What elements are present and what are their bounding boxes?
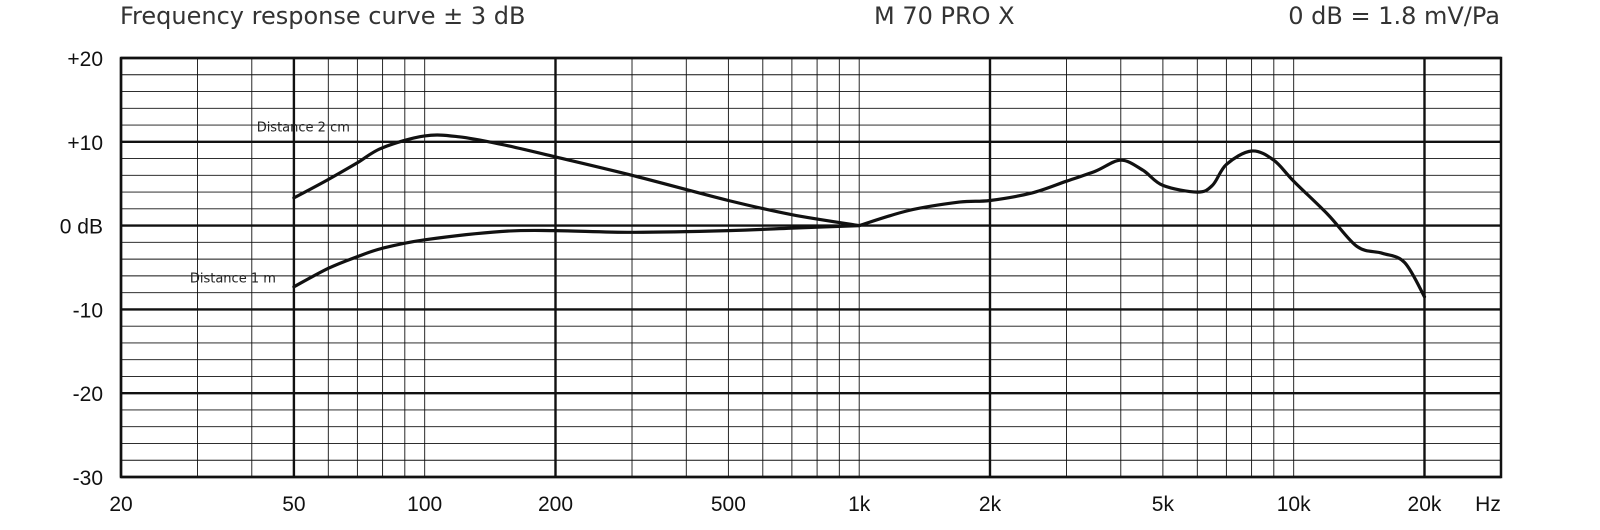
x-tick-label: 20k: [1408, 493, 1442, 516]
annotation-layer: Distance 2 cm Distance 1 m: [190, 121, 350, 287]
chart-header-right: 0 dB = 1.8 mV/Pa: [1288, 2, 1500, 30]
y-tick-label: 0 dB: [60, 216, 103, 239]
y-tick-label: +10: [67, 132, 103, 155]
x-tick-label: 20: [109, 493, 132, 516]
y-tick-label: -20: [73, 383, 103, 406]
series-line-distance-2-cm: [292, 133, 861, 228]
chart-header-center: M 70 PRO X: [874, 2, 1015, 30]
series-layer: [292, 133, 1427, 299]
y-tick-label: -10: [73, 299, 103, 322]
y-tick-label: -30: [73, 467, 103, 490]
x-tick-label: 5k: [1152, 493, 1175, 516]
grid-minor: [121, 58, 1502, 477]
y-tick-label: +20: [67, 48, 103, 71]
x-tick-label: 500: [711, 493, 746, 516]
x-tick-label: 2k: [979, 493, 1002, 516]
x-axis-unit-label: Hz: [1475, 493, 1501, 516]
curve-label: Distance 1 m: [190, 272, 276, 287]
x-tick-label: 10k: [1277, 493, 1311, 516]
y-axis-ticks: +20 +10 0 dB -10 -20 -30: [60, 48, 103, 490]
x-tick-label: 200: [538, 493, 573, 516]
series-line-distance-1-m: [292, 224, 861, 289]
x-tick-label: 1k: [848, 493, 871, 516]
x-axis-ticks: 20 50 100 200 500 1k 2k 5k 10k 20k Hz: [109, 493, 1501, 516]
x-tick-label: 100: [407, 493, 442, 516]
chart-header-left: Frequency response curve ± 3 dB: [120, 2, 526, 30]
curve-label: Distance 2 cm: [257, 121, 350, 136]
plot-frame: [119, 56, 1503, 479]
x-tick-label: 50: [282, 493, 305, 516]
series-line-shared-high-frequency: [857, 149, 1427, 299]
